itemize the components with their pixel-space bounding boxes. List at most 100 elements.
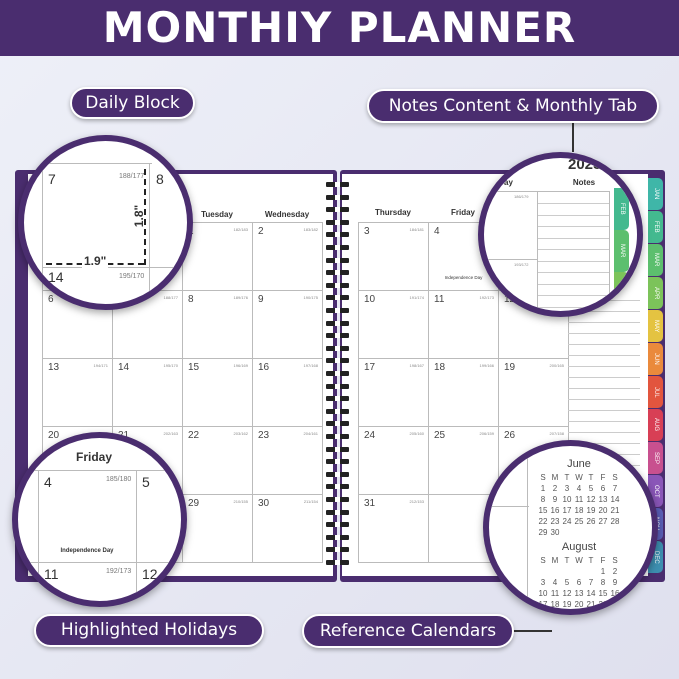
week-row: 22 23 24 25 26 27 28 bbox=[529, 516, 629, 527]
tab-may[interactable]: MAY bbox=[648, 310, 663, 342]
date: 8 bbox=[600, 578, 606, 587]
day-cell[interactable]: 14 195/170 bbox=[112, 358, 183, 427]
tab-mar[interactable]: MAR bbox=[648, 244, 663, 276]
day-of-year: 182/183 bbox=[233, 227, 248, 232]
notes-line bbox=[538, 283, 609, 285]
day-number: 3 bbox=[364, 226, 370, 237]
spiral-ring bbox=[337, 257, 349, 263]
day-of-year: 190/175 bbox=[303, 295, 318, 300]
day-cell[interactable]: 16 197/168 bbox=[252, 358, 323, 427]
spiral-ring bbox=[337, 408, 349, 414]
spiral-ring bbox=[326, 547, 338, 553]
notes-line bbox=[568, 311, 640, 312]
day-of-year: 203/162 bbox=[233, 431, 248, 436]
day-cell[interactable]: 31 212/153 bbox=[358, 494, 429, 563]
date: 16 bbox=[610, 589, 620, 598]
callout-line bbox=[572, 122, 574, 152]
weekday-label: T bbox=[564, 473, 570, 482]
day-cell[interactable]: 22 203/162 bbox=[182, 426, 253, 495]
day-number: 8 bbox=[188, 294, 194, 305]
day-number: 20 bbox=[48, 430, 60, 441]
day-cell[interactable]: 24 205/160 bbox=[358, 426, 429, 495]
zoom-holiday: Friday 181 4 185/180 5 Independence Day … bbox=[12, 432, 187, 607]
day-cell[interactable]: 15 196/169 bbox=[182, 358, 253, 427]
notes-line bbox=[538, 203, 609, 204]
date: 1 bbox=[600, 567, 606, 576]
day-cell[interactable]: 2 183/182 bbox=[252, 222, 323, 291]
weekday-label: W bbox=[575, 556, 583, 565]
date: 17 bbox=[562, 506, 572, 515]
day-cell[interactable]: 17 198/167 bbox=[358, 358, 429, 427]
notes-line bbox=[568, 443, 640, 444]
spiral-ring bbox=[326, 484, 338, 490]
date: 7 bbox=[612, 484, 618, 493]
notes-line bbox=[568, 344, 640, 345]
day-of-year-fragment: 181 bbox=[20, 474, 31, 480]
day-cell[interactable]: 19 200/165 bbox=[498, 358, 569, 427]
tab-mar[interactable]: MAR bbox=[614, 230, 629, 272]
date: 15 bbox=[598, 589, 608, 598]
tab-aug[interactable]: AUG bbox=[648, 409, 663, 441]
notes-line bbox=[568, 432, 640, 433]
spiral-ring bbox=[326, 207, 338, 213]
day-of-year: 200/165 bbox=[549, 363, 564, 368]
day-cell[interactable]: 9 190/175 bbox=[252, 290, 323, 359]
mini-calendar-august: August S M T W T F S 1 2 3 4 5 6 7 8 9 10 11 12 13 14 15 16 17 18… bbox=[529, 541, 629, 609]
day-cell[interactable]: 23 204/161 bbox=[252, 426, 323, 495]
weekday-label: S bbox=[612, 556, 618, 565]
spiral-ring bbox=[326, 257, 338, 263]
day-cell[interactable]: 3 184/181 bbox=[358, 222, 429, 291]
spiral-ring bbox=[337, 534, 349, 540]
day-number: 22 bbox=[188, 430, 200, 441]
height-label: 1.8" bbox=[132, 204, 147, 228]
day-cell[interactable]: 1182/183 bbox=[182, 222, 253, 291]
spiral-ring bbox=[326, 282, 338, 288]
callout-notes-tab: Notes Content & Monthly Tab bbox=[367, 89, 659, 123]
day-number: 5 bbox=[142, 474, 150, 490]
tab-jul[interactable]: JUL bbox=[648, 376, 663, 408]
spiral-ring bbox=[337, 358, 349, 364]
day-number: 14 bbox=[48, 269, 64, 285]
tab-feb[interactable]: FEB bbox=[648, 211, 663, 243]
day-cell[interactable]: 29 210/155 bbox=[182, 494, 253, 563]
notes-line bbox=[538, 272, 609, 273]
tab-feb[interactable]: FEB bbox=[614, 188, 629, 230]
date: 3 bbox=[540, 578, 546, 587]
spiral-ring bbox=[337, 547, 349, 553]
notes-line bbox=[568, 399, 640, 400]
tab-jan[interactable]: JAN bbox=[648, 178, 663, 210]
date: 8 bbox=[540, 495, 546, 504]
width-label: 1.9" bbox=[82, 254, 109, 268]
day-of-year: 198/167 bbox=[409, 363, 424, 368]
date: 14 bbox=[610, 495, 620, 504]
callout-reference: Reference Calendars bbox=[302, 614, 514, 648]
date: 20 bbox=[574, 600, 584, 609]
spiral-ring bbox=[326, 295, 338, 301]
day-cell[interactable]: 18 199/166 bbox=[428, 358, 499, 427]
date: 14 bbox=[586, 589, 596, 598]
day-cell[interactable]: 8 189/176 bbox=[182, 290, 253, 359]
day-cell[interactable]: 30 211/154 bbox=[252, 494, 323, 563]
day-cell[interactable]: 13 194/171 bbox=[42, 358, 113, 427]
date: 23 bbox=[550, 517, 560, 526]
tab-jun[interactable]: JUN bbox=[648, 343, 663, 375]
spiral-ring bbox=[326, 408, 338, 414]
tab-apr[interactable]: APR bbox=[614, 272, 629, 311]
notes-line bbox=[538, 260, 609, 262]
day-cell[interactable]: 25 206/159 bbox=[428, 426, 499, 495]
day-cell[interactable]: 10 191/174 bbox=[358, 290, 429, 359]
spiral-ring bbox=[326, 371, 338, 376]
week-row: 17 18 19 20 21 22 23 bbox=[529, 599, 629, 609]
day-number: 26 bbox=[504, 430, 516, 441]
day-of-year: 199/166 bbox=[479, 363, 494, 368]
tab-sep[interactable]: SEP bbox=[648, 442, 663, 474]
spiral-ring bbox=[326, 320, 338, 326]
day-cell[interactable]: 11 192/173 bbox=[428, 290, 499, 359]
spiral-ring bbox=[326, 421, 338, 427]
tab-apr[interactable]: APR bbox=[648, 277, 663, 309]
date: 5 bbox=[564, 578, 570, 587]
date: 30 bbox=[550, 528, 560, 537]
date: 6 bbox=[600, 484, 606, 493]
